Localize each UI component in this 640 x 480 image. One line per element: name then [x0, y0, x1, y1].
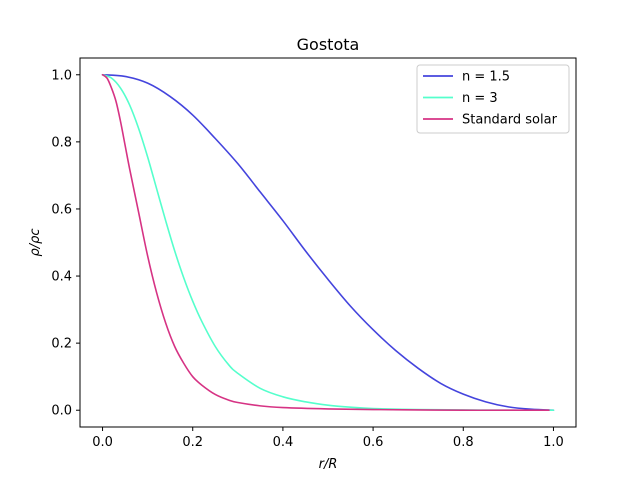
- y-tick-label: 0.4: [51, 270, 72, 285]
- legend-label-n-3: n = 3: [462, 91, 498, 106]
- x-tick-label: 0.4: [273, 435, 294, 450]
- y-tick-label: 1.0: [51, 68, 72, 83]
- x-tick-label: 0.0: [92, 435, 113, 450]
- y-tick-label: 0.8: [51, 135, 72, 150]
- x-tick-label: 1.0: [543, 435, 564, 450]
- legend-label-n-1-5: n = 1.5: [462, 70, 510, 85]
- ticks-layer: 0.0 0.2 0.4 0.6 0.8 1.0 0.0 0.2 0.4 0.6 0.8 1.0: [51, 68, 563, 450]
- series-line-standard-solar: [101, 73, 550, 412]
- y-tick-label: 0.2: [51, 337, 72, 352]
- x-axis-label: r/R: [319, 457, 338, 472]
- series-line-n-3: [101, 73, 555, 412]
- legend: n = 1.5 n = 3 Standard solar: [416, 64, 570, 134]
- y-axis-label: ρ/ρc: [28, 228, 43, 256]
- y-tick-label: 0.6: [51, 202, 72, 217]
- y-tick-label: 0.0: [51, 404, 72, 419]
- legend-box: [416, 64, 570, 134]
- x-tick-label: 0.2: [182, 435, 203, 450]
- chart-title: Gostota: [297, 35, 360, 54]
- x-tick-label: 0.6: [363, 435, 384, 450]
- series-layer: [101, 73, 555, 412]
- legend-label-standard-solar: Standard solar: [462, 113, 558, 128]
- x-tick-label: 0.8: [453, 435, 474, 450]
- series-line-n-1-5: [101, 73, 555, 412]
- plot-frame: [79, 57, 577, 428]
